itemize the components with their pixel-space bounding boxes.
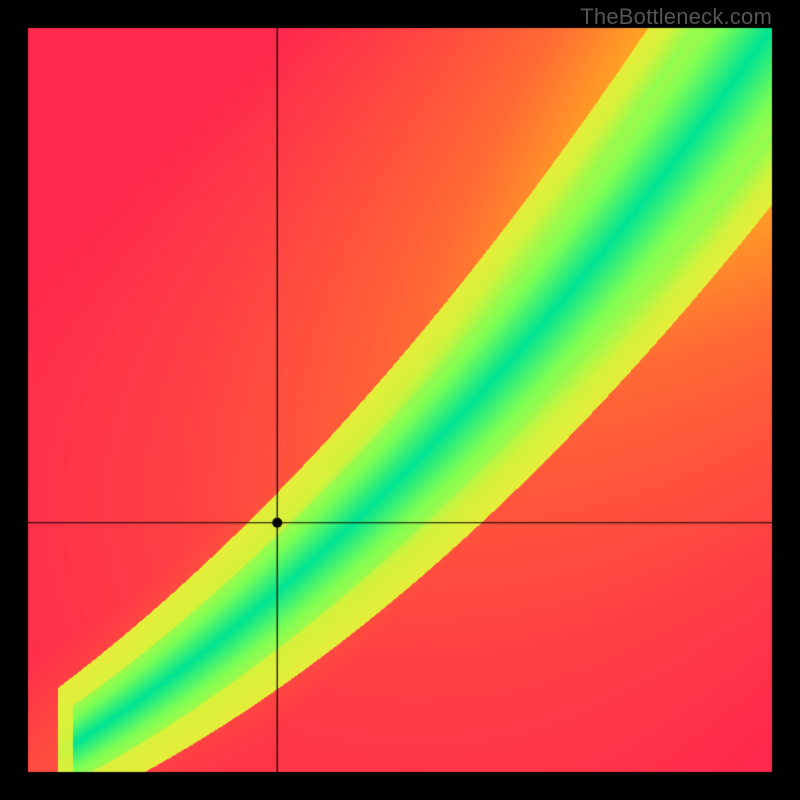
bottleneck-heatmap xyxy=(0,0,800,800)
chart-container: { "watermark": { "text": "TheBottleneck.… xyxy=(0,0,800,800)
heatmap-canvas-holder xyxy=(0,0,800,800)
watermark-text: TheBottleneck.com xyxy=(580,4,772,30)
